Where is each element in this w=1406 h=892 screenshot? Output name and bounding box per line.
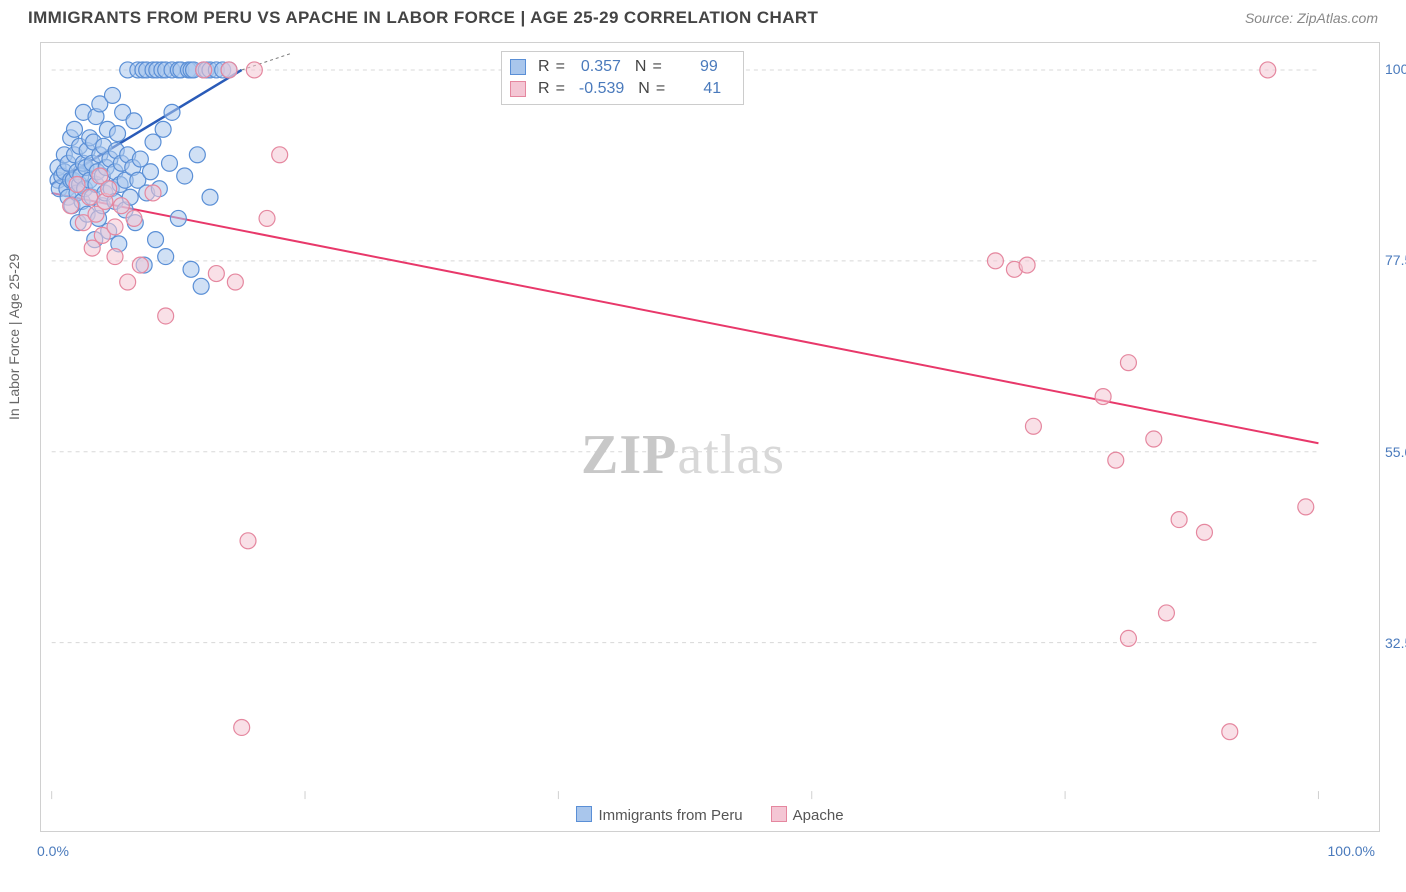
watermark: ZIPatlas	[581, 423, 785, 487]
source-attribution: Source: ZipAtlas.com	[1245, 10, 1378, 26]
y-tick-label: 32.5%	[1385, 635, 1406, 651]
series-legend: Immigrants from Peru Apache	[576, 806, 843, 824]
stats-row-series-1: R = 0.357 N = 99	[510, 56, 729, 78]
y-tick-label: 100.0%	[1385, 61, 1406, 77]
legend-swatch-1	[576, 806, 592, 822]
y-tick-label: 77.5%	[1385, 252, 1406, 268]
legend-item-1: Immigrants from Peru	[576, 806, 742, 824]
x-axis-legend: Immigrants from Peru Apache	[41, 806, 1379, 825]
y-tick-label: 55.0%	[1385, 444, 1406, 460]
chart-title: IMMIGRANTS FROM PERU VS APACHE IN LABOR …	[28, 8, 818, 28]
swatch-series-2	[510, 81, 526, 97]
y-axis-label: In Labor Force | Age 25-29	[6, 254, 22, 420]
chart-area: ZIPatlas R = 0.357 N = 99 R = -0.539 N =…	[40, 42, 1380, 832]
legend-item-2: Apache	[771, 806, 844, 824]
chart-header: IMMIGRANTS FROM PERU VS APACHE IN LABOR …	[0, 0, 1406, 36]
swatch-series-1	[510, 59, 526, 75]
x-tick-min: 0.0%	[37, 843, 69, 859]
correlation-stats-box: R = 0.357 N = 99 R = -0.539 N = 41	[501, 51, 744, 105]
legend-swatch-2	[771, 806, 787, 822]
stats-row-series-2: R = -0.539 N = 41	[510, 78, 729, 100]
x-tick-max: 100.0%	[1328, 843, 1375, 859]
